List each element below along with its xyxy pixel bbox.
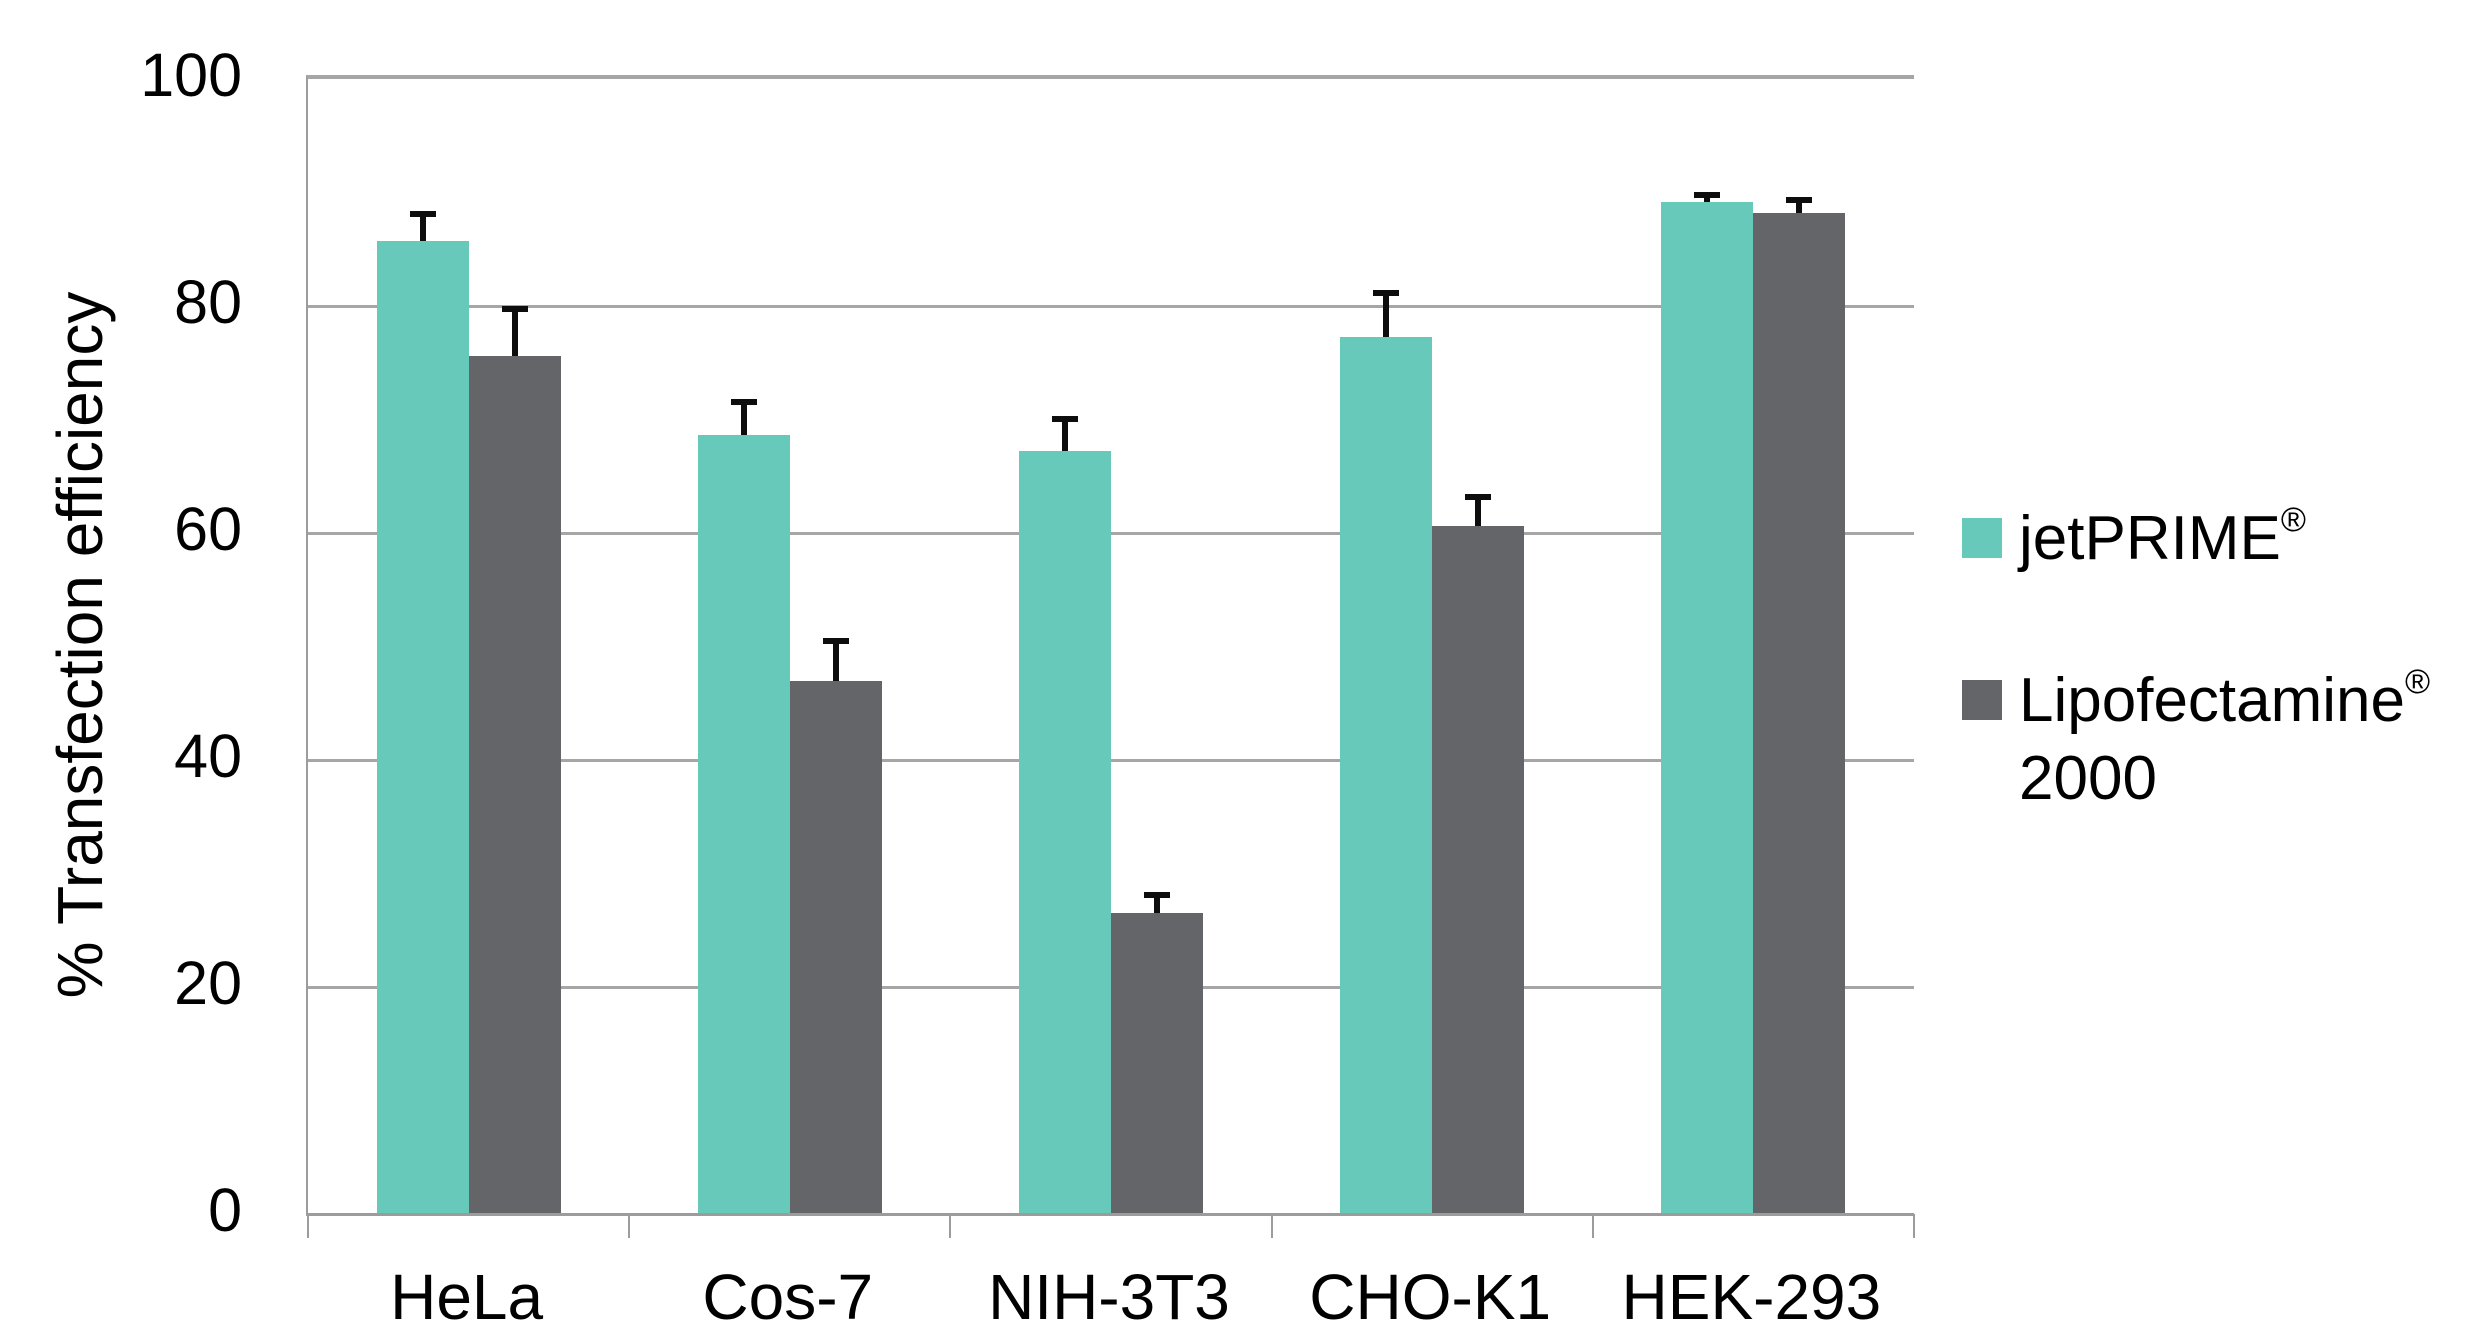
error-bar-stem <box>419 212 426 242</box>
bar-jetprime--hek-293 <box>1661 201 1754 1214</box>
x-axis-tick <box>628 1214 631 1238</box>
x-axis-tick <box>1913 1214 1915 1238</box>
y-tick-label-0: 0 <box>208 1176 242 1244</box>
y-tick-label-40: 40 <box>174 722 242 790</box>
x-axis-tick <box>949 1214 952 1238</box>
error-bar-cap <box>501 306 528 313</box>
error-bar-cap <box>1694 191 1721 198</box>
error-bar-stem <box>832 639 839 681</box>
error-bar-stem <box>1796 199 1803 213</box>
x-category-label-Cos-7: Cos-7 <box>702 1261 874 1333</box>
y-tick-label-80: 80 <box>174 268 242 336</box>
bar-lipofectamine-2000-cho-k1 <box>1432 526 1525 1214</box>
x-axis-tick <box>1270 1214 1273 1238</box>
x-category-label-HEK-293: HEK-293 <box>1621 1261 1882 1333</box>
x-axis-tick <box>307 1214 309 1238</box>
registered-trademark-symbol: ® <box>2405 663 2431 701</box>
y-axis-title: % Transfection efficiency <box>44 291 116 999</box>
y-tick-label-60: 60 <box>174 495 242 563</box>
error-bar-cap <box>730 399 757 406</box>
x-category-label-HeLa: HeLa <box>390 1261 544 1333</box>
bar-jetprime--nih-3t3 <box>1019 451 1111 1214</box>
error-bar-stem <box>1475 495 1482 527</box>
y-tick-label-20: 20 <box>174 949 242 1017</box>
legend-swatch-jetprime <box>1962 518 2002 558</box>
registered-trademark-symbol: ® <box>2280 501 2306 539</box>
bar-lipofectamine-2000-nih-3t3 <box>1111 913 1203 1214</box>
bar-lipofectamine-2000-hela <box>468 355 561 1214</box>
error-bar-cap <box>822 637 849 644</box>
error-bar-stem <box>1062 418 1068 452</box>
bar-lipofectamine-2000-hek-293 <box>1753 212 1846 1214</box>
error-bar-stem <box>1383 292 1390 337</box>
y-tick-label-100: 100 <box>140 41 242 109</box>
x-category-label-CHO-K1: CHO-K1 <box>1309 1261 1552 1333</box>
legend-item-jetprime: jetPRIME® <box>1962 500 2306 578</box>
legend-swatch-lipofectamine <box>1962 680 2002 720</box>
error-bar-cap <box>1373 290 1400 297</box>
error-bar-cap <box>1786 197 1813 204</box>
plot-area <box>306 75 1915 1238</box>
error-bar-stem <box>740 401 747 436</box>
bar-jetprime--hela <box>376 241 469 1214</box>
legend-label: Lipofectamine® 2000 <box>2019 663 2431 813</box>
error-bar-stem <box>1154 893 1160 914</box>
x-axis-tick <box>1591 1214 1594 1238</box>
error-bar-cap <box>1052 416 1078 423</box>
error-bar-stem <box>511 308 518 356</box>
x-axis-line <box>306 1213 1914 1216</box>
error-bar-cap <box>1465 493 1492 500</box>
error-bar-cap <box>409 210 436 217</box>
gridline-40 <box>308 759 1914 762</box>
legend-item-lipofectamine: Lipofectamine® 2000 <box>1962 662 2430 818</box>
gridline-80 <box>308 305 1914 308</box>
bar-jetprime--cho-k1 <box>1340 336 1433 1214</box>
legend-label: jetPRIME® <box>2019 501 2306 573</box>
error-bar-cap <box>1144 891 1170 898</box>
bar-jetprime--cos-7 <box>697 435 790 1214</box>
x-category-label-NIH-3T3: NIH-3T3 <box>988 1261 1230 1333</box>
bar-lipofectamine-2000-cos-7 <box>789 680 882 1214</box>
gridline-60 <box>308 532 1914 535</box>
